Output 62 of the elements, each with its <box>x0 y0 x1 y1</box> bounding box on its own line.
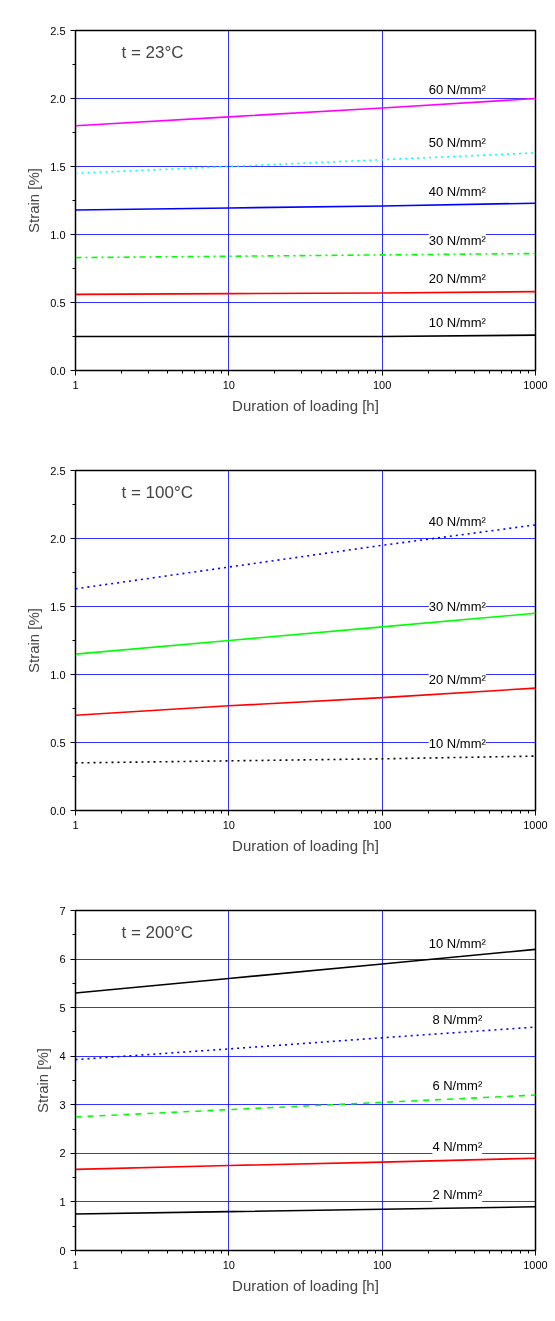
x-tick-label: 1000 <box>523 818 548 831</box>
annotation: t = 200°C <box>121 922 194 942</box>
series-label: 30 N/mm² <box>428 233 487 249</box>
series-label: 4 N/mm² <box>432 1139 483 1155</box>
y-tick-label: 2 <box>59 1147 66 1160</box>
series-label: 20 N/mm² <box>428 671 487 687</box>
y-tick-label: 1.5 <box>50 160 66 173</box>
series-label: 30 N/mm² <box>428 599 487 615</box>
line-series <box>75 1157 536 1171</box>
y-tick-label: 1.5 <box>50 600 66 613</box>
y-tick-label: 7 <box>59 904 66 917</box>
x-tick-label: 1000 <box>523 378 548 391</box>
y-tick-label: 0.5 <box>50 736 66 749</box>
line-series <box>75 612 536 655</box>
x-tick-label: 1 <box>72 378 79 391</box>
line-series <box>75 1094 536 1118</box>
series-label: 10 N/mm² <box>428 736 487 752</box>
y-axis-title: Strain [%] <box>25 167 43 234</box>
x-tick-label: 1 <box>72 818 79 831</box>
x-tick-label: 10 <box>222 378 235 391</box>
y-tick-label: 0.0 <box>50 364 66 377</box>
line-series <box>75 687 536 717</box>
series-label: 8 N/mm² <box>432 1011 483 1027</box>
x-axis-title: Duration of loading [h] <box>232 396 379 414</box>
series-label: 2 N/mm² <box>432 1187 483 1203</box>
series-label: 10 N/mm² <box>428 314 487 330</box>
annotation: t = 23°C <box>121 42 184 62</box>
y-tick-label: 1.0 <box>50 228 66 241</box>
y-tick-label: 5 <box>59 1001 66 1014</box>
x-tick-label: 10 <box>222 818 235 831</box>
y-tick-label: 0.0 <box>50 804 66 817</box>
y-tick-label: 2.0 <box>50 92 66 105</box>
y-tick-label: 1 <box>59 1195 66 1208</box>
x-tick-label: 100 <box>372 818 392 831</box>
series-label: 20 N/mm² <box>428 271 487 287</box>
y-tick-label: 1.0 <box>50 668 66 681</box>
annotation: t = 100°C <box>121 482 194 502</box>
y-tick-label: 3 <box>59 1098 66 1111</box>
y-tick-label: 0 <box>59 1244 66 1257</box>
x-tick-label: 1 <box>72 1258 79 1271</box>
x-axis-title: Duration of loading [h] <box>232 1276 379 1294</box>
series-label: 6 N/mm² <box>432 1077 483 1093</box>
y-tick-label: 2.0 <box>50 532 66 545</box>
line-series <box>75 97 536 127</box>
series-label: 10 N/mm² <box>428 935 487 951</box>
y-axis-title: Strain [%] <box>34 1047 52 1114</box>
series-label: 60 N/mm² <box>428 82 487 98</box>
y-tick-label: 2.5 <box>50 24 66 37</box>
x-tick-label: 100 <box>372 1258 392 1271</box>
x-tick-label: 100 <box>372 378 392 391</box>
y-tick-label: 2.5 <box>50 464 66 477</box>
line-series <box>75 152 536 175</box>
x-axis-title: Duration of loading [h] <box>232 836 379 854</box>
series-label: 50 N/mm² <box>428 135 487 151</box>
series-label: 40 N/mm² <box>428 183 487 199</box>
y-axis-title: Strain [%] <box>25 607 43 674</box>
x-tick-label: 1000 <box>523 1258 548 1271</box>
x-tick-label: 10 <box>222 1258 235 1271</box>
y-tick-label: 0.5 <box>50 296 66 309</box>
y-tick-label: 4 <box>59 1050 66 1063</box>
y-tick-label: 6 <box>59 953 66 966</box>
series-label: 40 N/mm² <box>428 514 487 530</box>
